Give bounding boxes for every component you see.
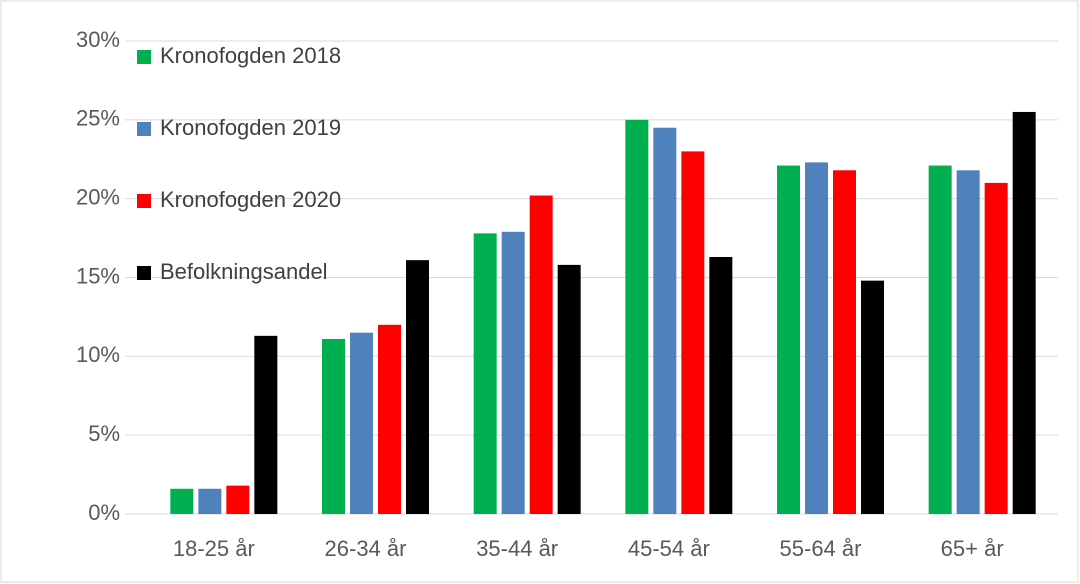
bar (709, 257, 733, 514)
y-tick-label: 10% (76, 342, 120, 367)
legend-label: Kronofogden 2018 (160, 43, 341, 68)
legend-swatch (137, 50, 151, 64)
x-tick-label: 45-54 år (628, 536, 710, 561)
x-tick-label: 65+ år (941, 536, 1004, 561)
bar (501, 231, 525, 514)
bar (833, 170, 856, 514)
bar (956, 170, 980, 514)
bar (198, 488, 222, 514)
bar (226, 485, 250, 514)
bar (170, 488, 194, 514)
x-tick-label: 26-34 år (325, 536, 407, 561)
bar (928, 165, 952, 514)
x-tick-label: 55-64 år (780, 536, 862, 561)
bar (625, 119, 649, 514)
y-tick-label: 20% (76, 184, 120, 209)
bar (350, 332, 373, 514)
bar (406, 260, 429, 514)
bar (529, 195, 553, 514)
y-tick-label: 30% (76, 27, 120, 52)
bar (254, 335, 278, 514)
legend-label: Kronofogden 2019 (160, 115, 341, 140)
y-tick-label: 0% (88, 500, 120, 525)
legend-swatch (137, 194, 151, 208)
bar (473, 233, 497, 514)
x-tick-label: 18-25 år (173, 536, 255, 561)
y-tick-label: 25% (76, 106, 120, 131)
legend-swatch (137, 266, 151, 280)
y-tick-label: 15% (76, 263, 120, 288)
bar (378, 324, 401, 514)
bar (777, 165, 800, 514)
bar (984, 182, 1008, 514)
bar (1012, 111, 1036, 514)
legend-label: Kronofogden 2020 (160, 187, 341, 212)
bar (805, 162, 828, 515)
legend-label: Befolkningsandel (160, 259, 328, 284)
bar (557, 264, 581, 514)
y-tick-label: 5% (88, 421, 120, 446)
legend-swatch (137, 122, 151, 136)
x-tick-label: 35-44 år (476, 536, 558, 561)
bar (653, 127, 677, 514)
bar (322, 338, 345, 514)
bar (861, 280, 884, 514)
bar (681, 151, 705, 514)
